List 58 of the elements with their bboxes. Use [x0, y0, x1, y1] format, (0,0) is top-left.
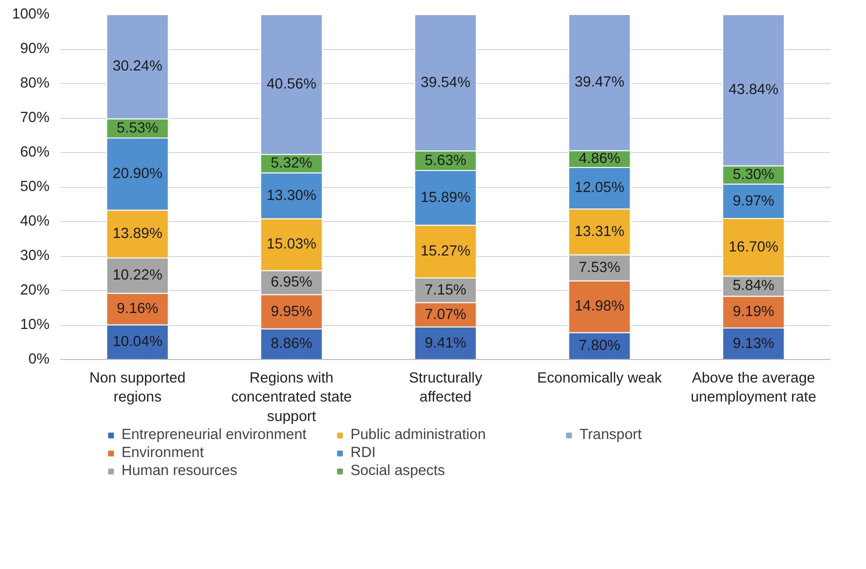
data-label: 10.22% [112, 268, 162, 284]
legend-label: Transport [580, 427, 643, 443]
data-label: 7.53% [578, 260, 620, 276]
legend-label: Entrepreneurial environment [122, 427, 308, 443]
data-label: 9.97% [732, 193, 774, 210]
data-label: 8.86% [270, 336, 312, 352]
y-tick-label: 0% [28, 352, 50, 368]
data-label: 9.16% [116, 301, 158, 318]
data-label: 39.54% [420, 74, 470, 91]
data-label: 4.86% [578, 151, 620, 168]
data-label: 5.53% [116, 120, 158, 136]
data-label: 15.27% [420, 244, 470, 260]
data-label: 39.47% [574, 74, 624, 91]
data-label: 6.95% [270, 274, 312, 291]
data-label: 10.04% [112, 334, 162, 350]
data-label: 13.89% [112, 226, 162, 242]
x-tick-label: Regions with concentrated state support [231, 370, 352, 425]
data-label: 40.56% [266, 76, 316, 93]
data-label: 20.90% [112, 166, 162, 182]
data-label: 7.15% [424, 282, 466, 298]
x-tick-label: Economically weak [537, 370, 662, 386]
legend-label: Environment [122, 445, 205, 461]
y-tick-label: 90% [20, 41, 50, 57]
y-tick-label: 40% [20, 214, 50, 230]
data-label: 43.84% [728, 82, 778, 98]
data-label: 13.30% [266, 188, 316, 204]
data-label: 7.80% [578, 338, 620, 354]
x-tick-label: Structurally affected [408, 370, 483, 406]
x-tick-label: Non supported regions [89, 370, 186, 406]
data-label: 14.98% [574, 298, 624, 315]
data-label: 15.03% [266, 236, 316, 253]
legend-label: Social aspects [350, 463, 446, 479]
data-label: 5.84% [732, 278, 774, 294]
y-tick-label: 20% [20, 282, 50, 298]
y-tick-label: 30% [20, 248, 50, 264]
y-tick-label: 10% [20, 317, 50, 333]
x-tick-label: Above the average unemployment rate [690, 370, 816, 406]
data-label: 9.41% [424, 335, 466, 352]
data-label: 30.24% [112, 58, 162, 75]
legend-label: Public administration [350, 427, 487, 443]
data-label: 12.05% [574, 180, 624, 196]
y-tick-label: 70% [20, 110, 50, 126]
data-label: 16.70% [728, 239, 778, 256]
data-label: 5.63% [424, 152, 466, 169]
y-tick-label: 60% [20, 144, 50, 160]
y-tick-label: 80% [20, 76, 50, 92]
data-label: 13.31% [574, 224, 624, 240]
data-label: 9.95% [270, 304, 312, 320]
y-tick-label: 50% [20, 179, 50, 195]
data-label: 7.07% [424, 306, 466, 323]
data-label: 9.13% [732, 336, 774, 352]
legend-label: Human resources [122, 463, 238, 479]
data-label: 15.89% [420, 190, 470, 206]
data-label: 5.32% [270, 156, 312, 172]
data-label: 9.19% [732, 304, 774, 320]
legend-label: RDI [350, 445, 377, 461]
data-label: 5.30% [732, 166, 774, 183]
y-tick-label: 100% [12, 6, 50, 22]
